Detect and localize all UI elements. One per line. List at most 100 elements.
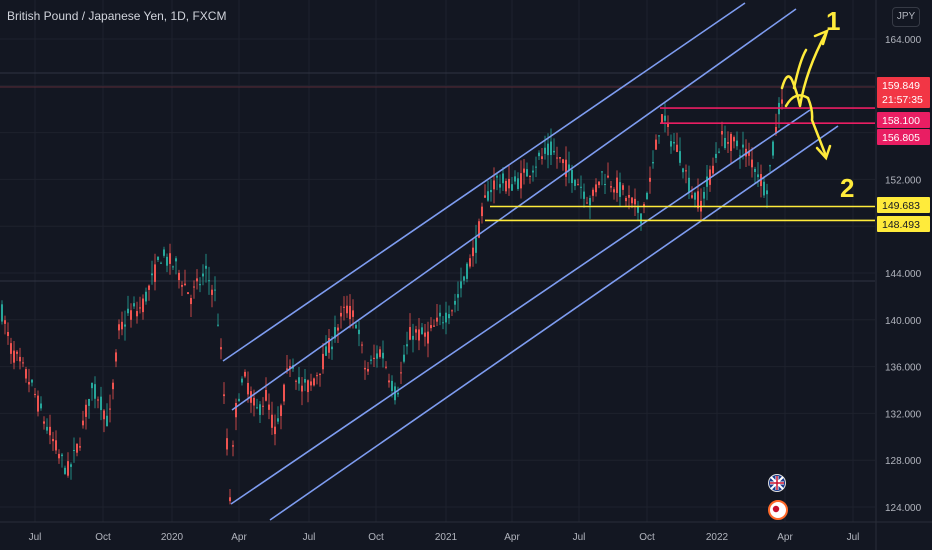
annotation-1: 1	[826, 6, 840, 36]
candle-body	[133, 303, 135, 307]
x-tick-label: Apr	[231, 532, 247, 543]
candle-body	[613, 189, 615, 193]
candle-body	[472, 247, 474, 257]
candle-body	[355, 324, 357, 329]
y-tick-label: 124.000	[885, 503, 922, 514]
candle-body	[724, 137, 726, 149]
candle-body	[43, 421, 45, 424]
candle-body	[382, 352, 384, 359]
currency-button[interactable]: JPY	[892, 7, 920, 27]
candle-body	[385, 366, 387, 368]
candle-body	[277, 418, 279, 422]
candle-body	[79, 446, 81, 448]
candle-body	[646, 192, 648, 200]
candle-body	[679, 151, 681, 163]
channel-lower-2-line[interactable]	[269, 125, 839, 521]
candle-body	[364, 367, 366, 370]
candle-body	[634, 198, 636, 205]
scenario-up-arrowhead[interactable]	[813, 28, 829, 46]
candle-body	[502, 173, 504, 184]
candle-body	[91, 382, 93, 389]
level-158-text: 158.100	[882, 115, 920, 127]
candle-body	[577, 184, 579, 186]
candle-body	[535, 166, 537, 168]
candle-body	[496, 175, 498, 178]
candle-body	[25, 369, 27, 379]
x-tick-label: Oct	[368, 532, 384, 543]
candle-body	[337, 327, 339, 331]
x-tick-label: 2021	[435, 532, 458, 543]
candle-body	[301, 385, 303, 392]
candle-body	[625, 197, 627, 202]
scenario-up-arrow[interactable]	[780, 31, 828, 108]
candle-body	[313, 378, 315, 386]
candle-body	[721, 131, 723, 135]
candle-body	[130, 310, 132, 320]
candle-body	[325, 346, 327, 356]
candle-body	[172, 266, 174, 268]
candle-body	[316, 375, 318, 377]
channel-upper-1-line[interactable]	[222, 2, 746, 362]
candle-body	[649, 177, 651, 182]
candle-body	[763, 181, 765, 196]
channel-upper-2-line[interactable]	[231, 8, 797, 411]
last-price-countdown: 21:57:35	[882, 94, 923, 106]
candle-body	[523, 168, 525, 173]
candle-body	[640, 213, 642, 224]
candle-body	[631, 197, 633, 204]
candle-body	[754, 168, 756, 173]
uk-flag-icon[interactable]	[768, 474, 786, 492]
candle-body	[727, 142, 729, 144]
candle-body	[238, 398, 240, 402]
candle-body	[199, 284, 201, 286]
candle-body	[376, 353, 378, 359]
candle-body	[439, 312, 441, 317]
chart-title: British Pound / Japanese Yen, 1D, FXCM	[7, 9, 227, 23]
candle-body	[109, 408, 111, 410]
candle-body	[52, 438, 54, 442]
candle-body	[139, 307, 141, 309]
y-tick-label: 132.000	[885, 409, 922, 420]
candle-body	[511, 184, 513, 191]
candle-body	[379, 349, 381, 357]
candle-body	[688, 177, 690, 193]
candle-body	[112, 382, 114, 390]
candle-body	[409, 327, 411, 340]
candle-body	[571, 169, 573, 184]
candle-body	[736, 140, 738, 147]
candle-body	[274, 426, 276, 435]
candle-body	[226, 438, 228, 450]
candle-body	[748, 151, 750, 156]
candle-body	[694, 192, 696, 200]
candle-body	[166, 256, 168, 266]
candle-body	[661, 114, 663, 123]
candle-body	[478, 221, 480, 238]
candle-body	[187, 292, 189, 295]
channel-lower-1-line[interactable]	[230, 109, 811, 505]
candle-body	[553, 150, 555, 153]
candle-body	[214, 289, 216, 291]
candle-body	[148, 285, 150, 290]
candle-body	[223, 394, 225, 397]
candle-body	[235, 402, 237, 418]
candle-body	[730, 133, 732, 151]
scenario-down-arrow[interactable]	[784, 94, 828, 158]
candle-body	[598, 181, 600, 186]
scenario-down-arrowhead[interactable]	[815, 144, 832, 161]
candle-body	[256, 407, 258, 409]
candle-body	[562, 159, 564, 164]
candle-body	[217, 324, 219, 326]
candle-body	[607, 175, 609, 178]
candle-body	[289, 366, 291, 370]
candle-body	[667, 123, 669, 127]
japan-flag-icon[interactable]	[768, 500, 788, 520]
candle-body	[328, 338, 330, 353]
candle-body	[55, 440, 57, 451]
candle-body	[295, 380, 297, 382]
candle-body	[82, 420, 84, 426]
candle-body	[202, 273, 204, 277]
candle-body	[361, 344, 363, 346]
candle-body	[304, 379, 306, 383]
candle-body	[628, 195, 630, 198]
